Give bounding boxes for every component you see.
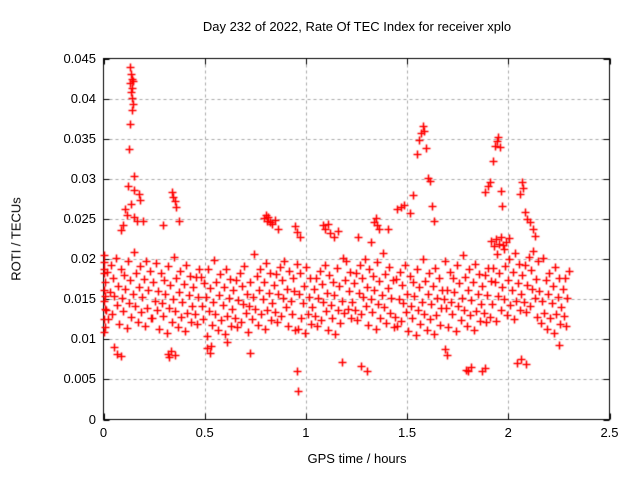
y-tick-label: 0.04 [70, 90, 96, 106]
x-tick-label: 0 [99, 425, 108, 440]
y-tick-label: 0 [88, 411, 96, 427]
x-tick-label: 1 [302, 425, 310, 440]
y-tick-label: 0.01 [70, 331, 96, 347]
y-tick-label: 0.03 [70, 170, 96, 186]
x-tick-label: 2.5 [600, 425, 619, 440]
y-tick-label: 0.035 [63, 130, 96, 146]
y-tick-label: 0.005 [63, 371, 96, 387]
y-tick-label: 0.045 [63, 50, 96, 66]
y-tick-label: 0.025 [63, 210, 96, 226]
chart-title: Day 232 of 2022, Rate Of TEC Index for r… [202, 19, 512, 34]
x-tick-label: 1.5 [398, 425, 417, 440]
y-tick-label: 0.015 [63, 291, 96, 307]
x-tick-label: 0.5 [195, 425, 214, 440]
y-axis-label: ROTI / TECUs [8, 197, 24, 281]
x-tick-label: 2 [504, 425, 512, 440]
y-tick-label: 0.02 [70, 251, 96, 267]
x-axis-label: GPS time / hours [307, 451, 407, 466]
